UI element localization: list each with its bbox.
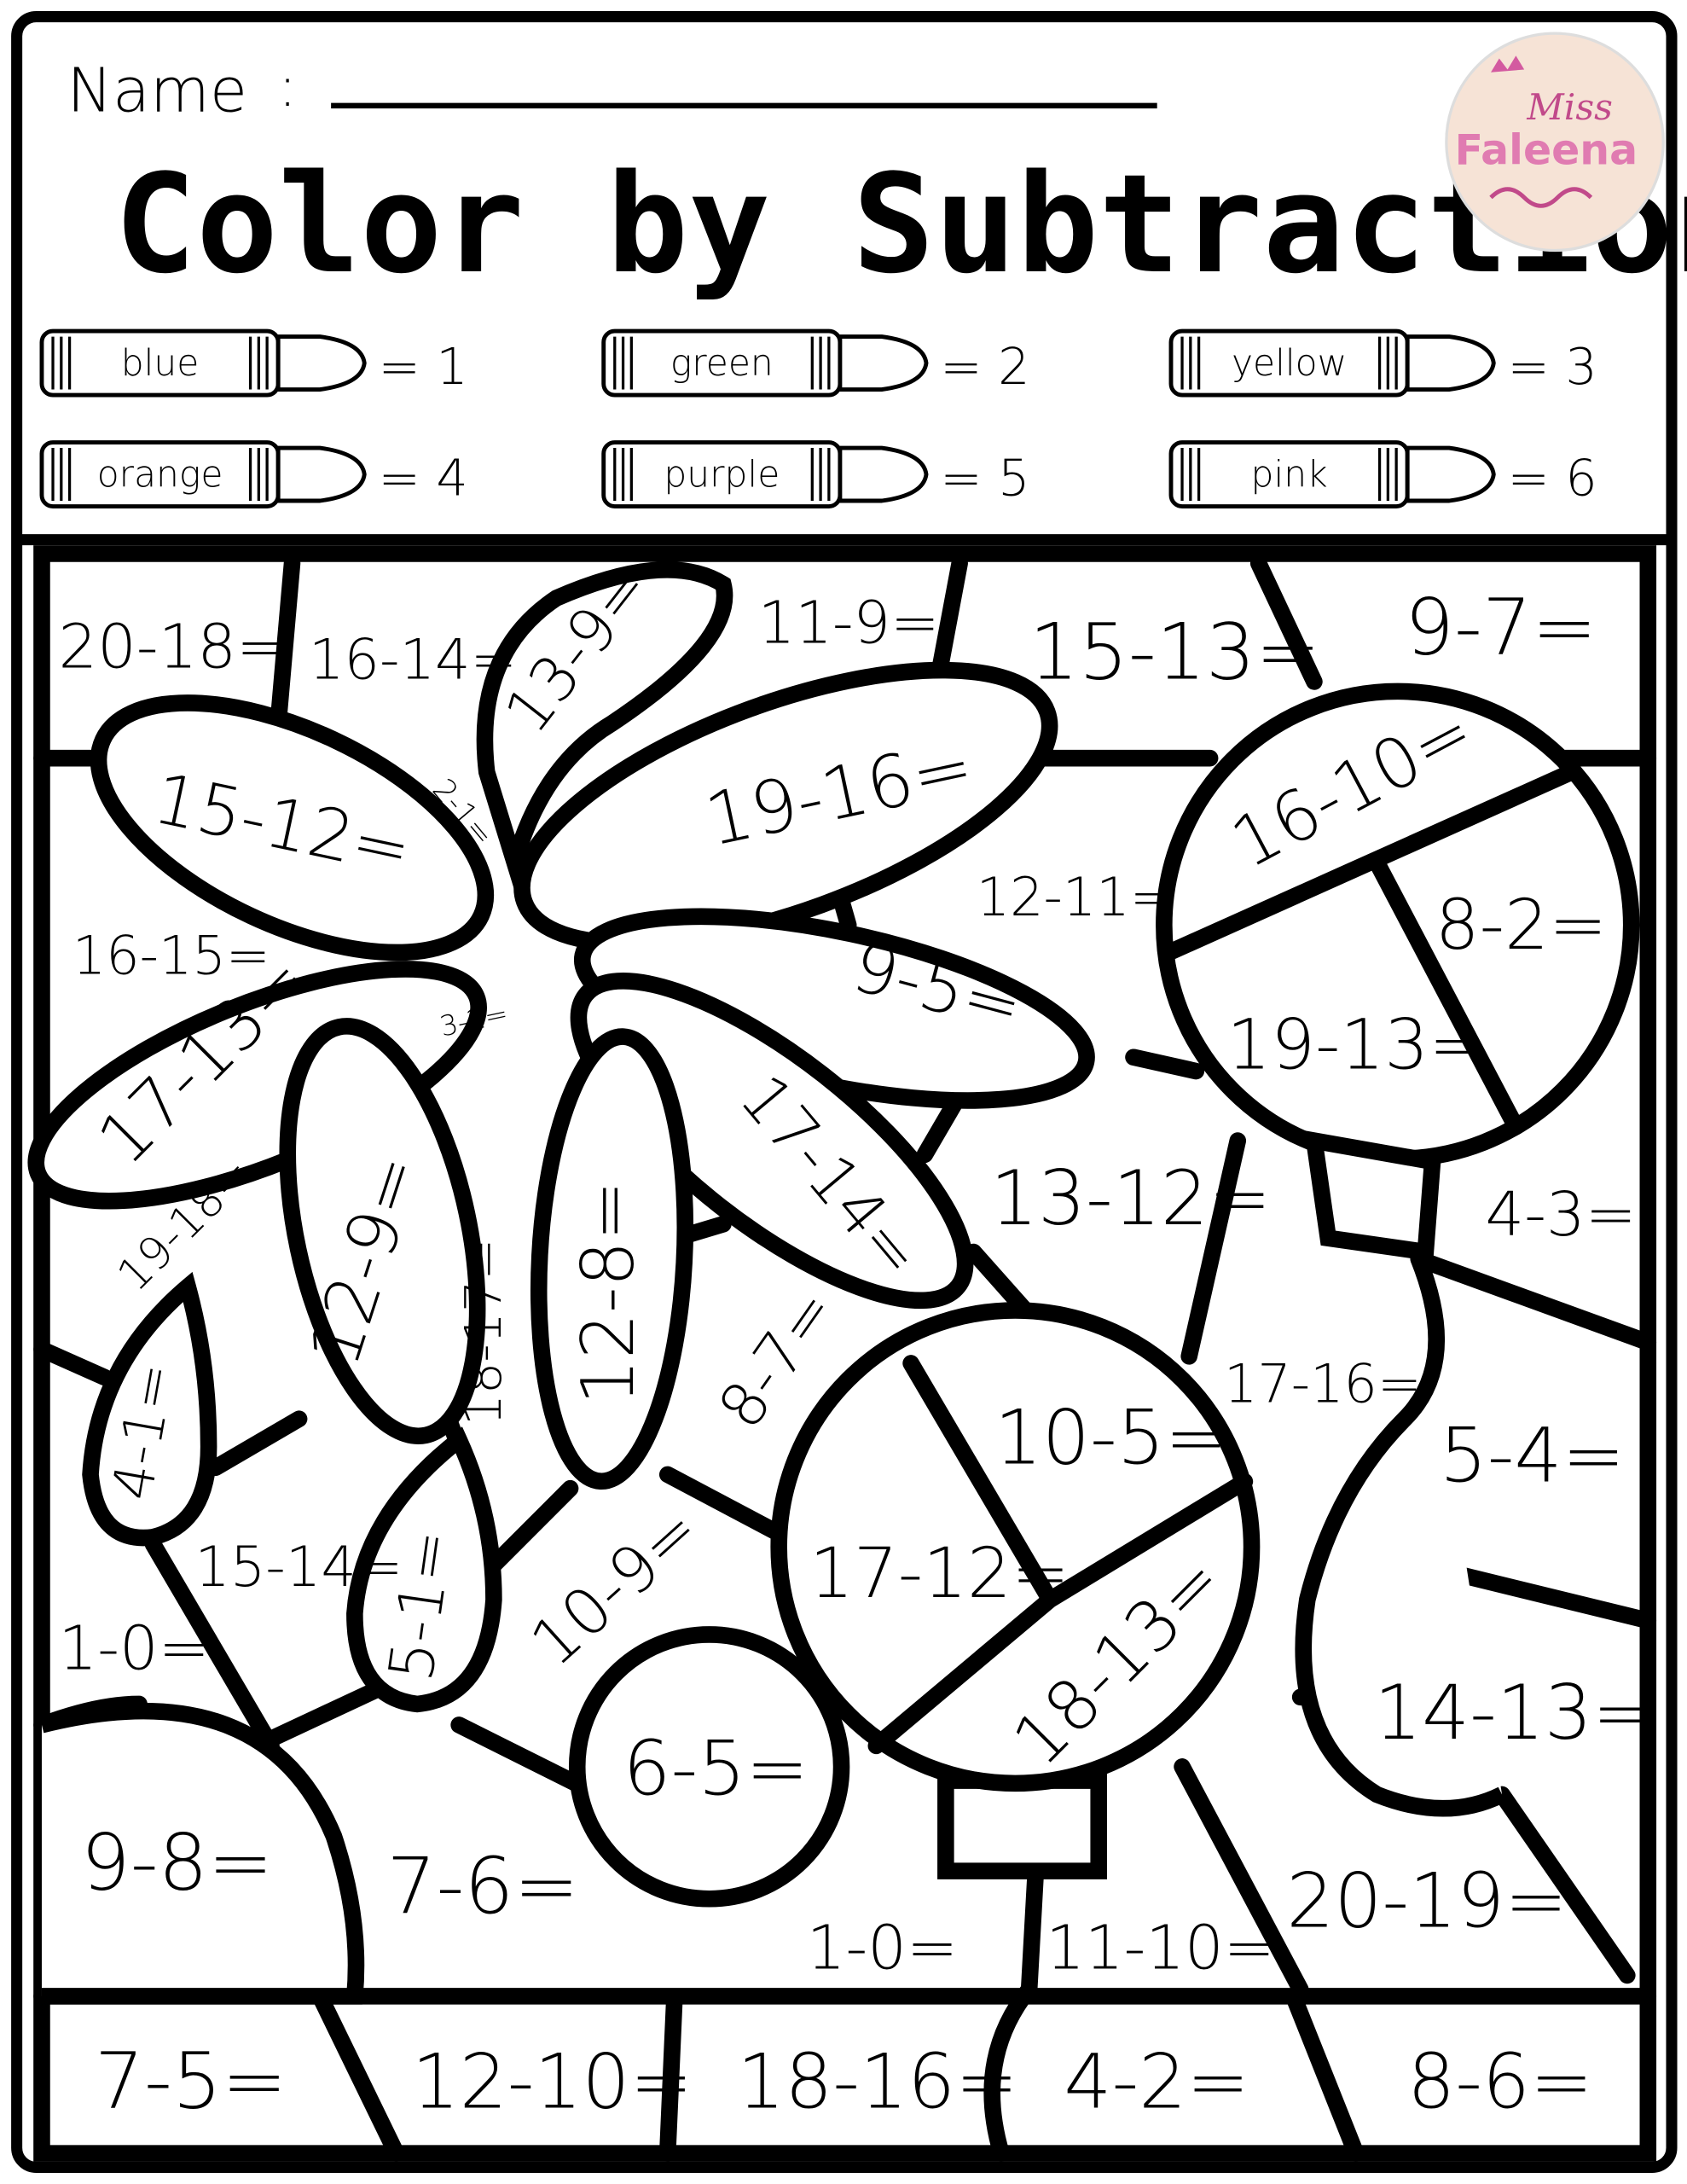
crayon-orange (39, 440, 367, 508)
problem: 20-18= (59, 611, 288, 682)
problem: 16-15= (72, 924, 270, 986)
problem: 9-7= (1405, 581, 1597, 672)
problem: 11-9= (758, 589, 940, 657)
problem: 18-16= (737, 2037, 1018, 2125)
problem: 17-12= (809, 1533, 1070, 1614)
problem: 6-5= (623, 1724, 809, 1812)
key-value-orange: = 4 (379, 449, 468, 507)
key-color-purple: purple (664, 454, 780, 496)
problem: 14-13= (1374, 1669, 1655, 1757)
logo: Miss Faleena (1445, 32, 1665, 253)
svg-text:Faleena: Faleena (1455, 125, 1638, 174)
key-value-yellow: = 3 (1508, 338, 1597, 396)
key-value-purple: = 5 (940, 449, 1029, 507)
color-key: blue = 1 green = 2 yellow = 3 orange = 4… (39, 328, 1597, 508)
key-color-pink: pink (1251, 454, 1328, 496)
problem: 19-13= (1226, 1004, 1487, 1085)
key-color-green: green (670, 342, 774, 384)
problem: 16-14= (309, 628, 517, 693)
problem: 8-2= (1435, 885, 1607, 966)
problem: 12-8= (565, 1180, 650, 1404)
problem: 15-13= (1029, 607, 1321, 698)
problem: 1-0= (59, 1612, 210, 1684)
key-color-yellow: yellow (1232, 342, 1347, 384)
problem: 13-12= (990, 1154, 1272, 1242)
name-colon: : (278, 55, 297, 119)
problem: 4-3= (1486, 1178, 1637, 1250)
page-title: Color by Subtraction (114, 145, 1687, 304)
crayon-pink (1168, 440, 1496, 508)
problem: 7-6= (386, 1840, 579, 1931)
problem: 8-6= (1407, 2037, 1593, 2125)
key-value-pink: = 6 (1508, 449, 1597, 507)
problem: 5-4= (1440, 1412, 1626, 1500)
key-value-blue: = 1 (379, 338, 468, 396)
name-label: Name (67, 54, 247, 125)
problem: 20-19= (1286, 1856, 1568, 1944)
problem: 12-10= (412, 2037, 693, 2125)
key-color-orange: orange (97, 454, 223, 496)
crayon-yellow (1168, 328, 1496, 398)
svg-text:Miss: Miss (1526, 86, 1612, 128)
problem: 7-5= (95, 2035, 287, 2126)
page-frame (11, 11, 1678, 2173)
problem: 18-17= (455, 1239, 513, 1426)
crayon-purple (601, 440, 929, 508)
crayon-green (601, 328, 929, 398)
problem: 15-14= (194, 1535, 403, 1600)
crayon-blue (39, 328, 367, 398)
coloring-picture (27, 545, 1657, 2162)
problem: 17-16= (1224, 1353, 1422, 1415)
key-color-blue: blue (121, 342, 200, 384)
problem: 10-5= (994, 1393, 1228, 1481)
problem: 4-2= (1064, 2037, 1249, 2125)
problem: 11-10= (1046, 1911, 1275, 1983)
key-value-green: = 2 (940, 338, 1029, 396)
problem: 1-0= (807, 1911, 958, 1983)
problem: 9-8= (81, 1816, 274, 1908)
problem: 12-11= (977, 866, 1174, 928)
